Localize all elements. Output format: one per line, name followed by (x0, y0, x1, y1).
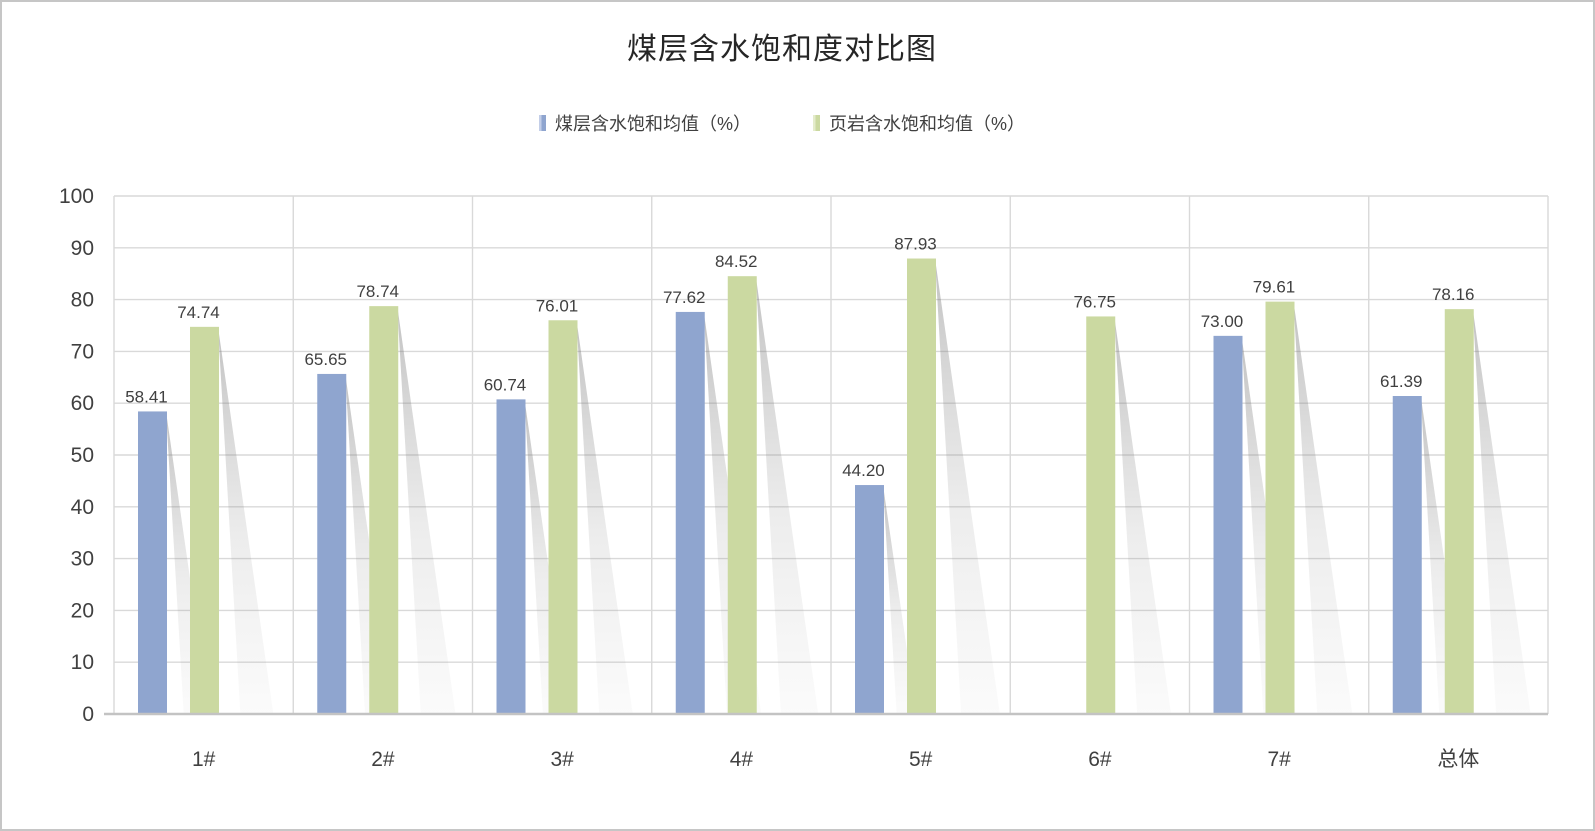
bar-shadow (1293, 301, 1353, 713)
x-category-label: 6# (1088, 748, 1112, 771)
x-category-label: 3# (550, 748, 574, 771)
bar-value-label: 76.75 (1073, 292, 1116, 311)
bar-value-label: 60.74 (484, 375, 527, 394)
bar-value-label: 58.41 (125, 387, 168, 406)
bar-shadow (218, 326, 274, 713)
legend: 煤层含水饱和均值（%） 页岩含水饱和均值（%） (2, 110, 1562, 136)
y-tick-label: 100 (59, 185, 94, 208)
bar-shadow (524, 399, 570, 713)
x-category-label: 1# (192, 748, 216, 771)
y-tick-label: 40 (71, 496, 94, 519)
bar-value-label: 65.65 (304, 350, 347, 369)
bar-coal-1# (138, 411, 167, 714)
legend-item-shale: 页岩含水饱和均值（%） (813, 110, 1025, 136)
bar-shale-1# (190, 326, 219, 714)
bar-value-label: 76.01 (536, 296, 579, 315)
bar-value-label: 74.74 (177, 303, 220, 322)
bar-shadow (576, 320, 633, 713)
y-tick-label: 60 (71, 392, 94, 415)
bar-value-label: 84.52 (715, 252, 758, 271)
bar-value-label: 78.16 (1432, 285, 1475, 304)
x-category-label: 2# (371, 748, 395, 771)
x-category-label: 7# (1267, 748, 1291, 771)
bar-coal-总体 (1392, 395, 1422, 714)
legend-label-coal: 煤层含水饱和均值（%） (554, 114, 751, 134)
bar-shadow (935, 258, 1000, 713)
bar-value-label: 73.00 (1201, 312, 1244, 331)
x-category-label: 总体 (1437, 748, 1479, 771)
y-tick-label: 70 (71, 340, 94, 363)
legend-marker-shale-icon (813, 115, 820, 131)
bar-value-label: 79.61 (1253, 278, 1296, 297)
bar-coal-2# (317, 373, 347, 714)
bar-shale-6# (1086, 316, 1116, 714)
bar-coal-5# (855, 485, 884, 714)
y-tick-label: 90 (71, 237, 94, 260)
legend-marker-coal-icon (538, 115, 546, 131)
bar-shale-3# (548, 320, 578, 714)
chart-title: 煤层含水饱和度对比图 (627, 33, 937, 66)
x-category-label: 5# (909, 748, 933, 771)
bar-shadow (883, 485, 917, 713)
bar-coal-7# (1213, 335, 1243, 714)
bar-coal-4# (675, 311, 705, 714)
bar-shadow (1114, 316, 1171, 713)
bar-shadow (397, 306, 456, 713)
y-tick-label: 10 (71, 651, 94, 674)
bar-value-label: 87.93 (894, 235, 937, 254)
y-tick-label: 30 (71, 548, 94, 571)
bar-coal-3# (496, 399, 526, 714)
bar-shale-5# (907, 258, 936, 714)
y-tick-label: 50 (71, 444, 94, 467)
bar-shale-2# (369, 306, 399, 714)
x-category-label: 4# (730, 748, 754, 771)
bar-value-label: 77.62 (663, 288, 706, 307)
bar-shale-4# (727, 276, 757, 714)
legend-item-coal: 煤层含水饱和均值（%） (538, 110, 751, 136)
y-tick-label: 20 (71, 599, 94, 622)
legend-label-shale: 页岩含水饱和均值（%） (829, 114, 1026, 134)
bar-shale-7# (1265, 301, 1295, 714)
y-tick-label: 80 (71, 289, 94, 312)
bar-shale-总体 (1444, 309, 1474, 714)
bar-shadow (1472, 309, 1531, 713)
y-tick-label: 0 (82, 703, 94, 726)
bar-value-label: 78.74 (356, 282, 399, 301)
bar-shadow (755, 276, 819, 713)
bar-value-label: 44.20 (842, 461, 885, 480)
bar-value-label: 61.39 (1380, 372, 1423, 391)
